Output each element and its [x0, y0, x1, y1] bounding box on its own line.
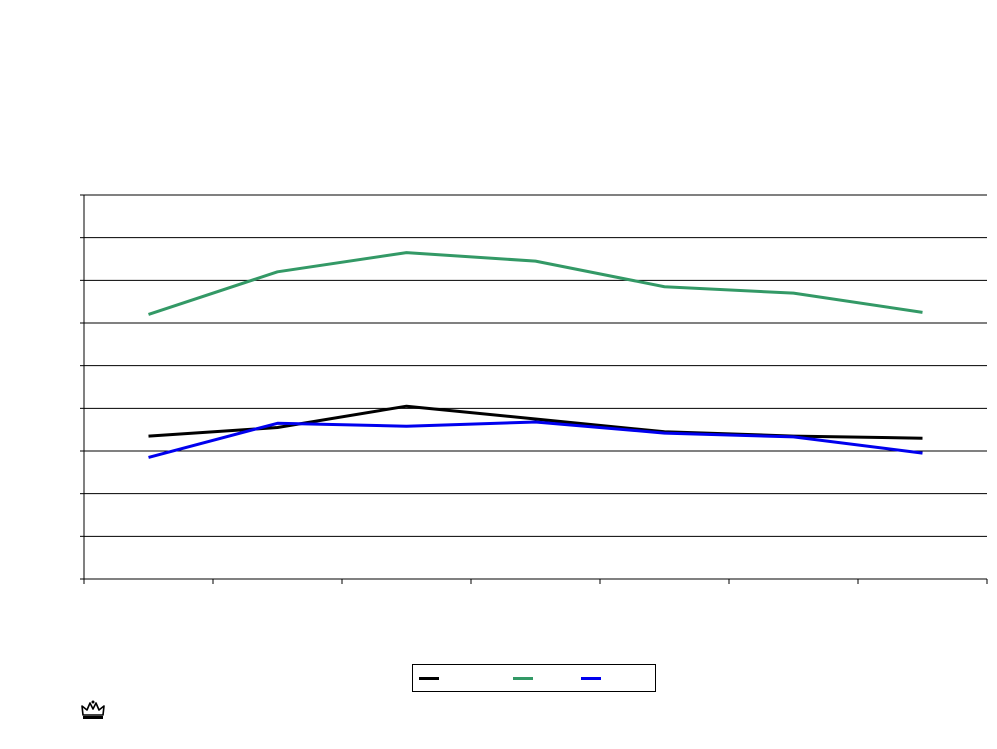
- series-lines: [148, 251, 923, 459]
- series-line-3: [148, 420, 923, 459]
- legend-swatch-1: [419, 677, 439, 680]
- legend-swatch-3: [581, 677, 601, 680]
- crown-icon: [80, 700, 106, 722]
- gridlines: [84, 194, 987, 537]
- legend: [412, 664, 656, 692]
- legend-swatch-2: [513, 677, 533, 680]
- series-line-2: [148, 251, 923, 316]
- axes: [80, 194, 988, 584]
